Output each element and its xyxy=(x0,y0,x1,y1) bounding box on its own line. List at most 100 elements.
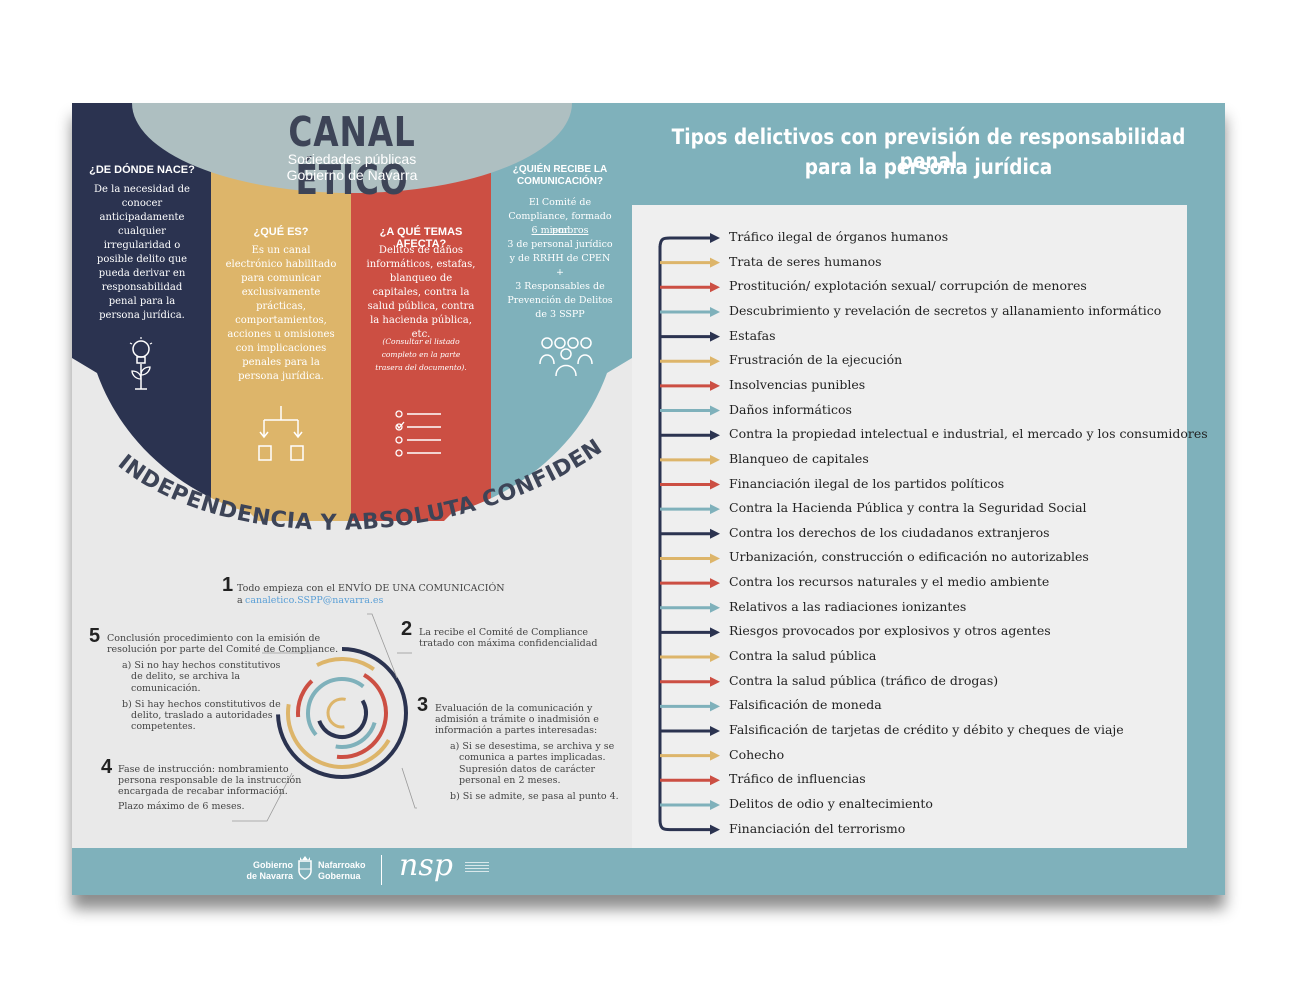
crime-arrow xyxy=(660,356,720,367)
step-connectors xyxy=(232,613,417,822)
column-title-what: ¿QUÉ ES? xyxy=(253,226,309,238)
gov-es-1: Gobierno xyxy=(253,860,293,870)
column-title-origin: ¿DE DÓNDE NACE? xyxy=(89,164,195,176)
step-3-a4: personal en 2 meses. xyxy=(459,775,561,786)
step-5-text-1: Conclusión procedimiento con la emisión … xyxy=(107,633,321,644)
column-text-who-d: + xyxy=(556,267,564,278)
crime-arrow xyxy=(658,819,720,835)
column-text-who-b: 6 miembros xyxy=(531,225,589,236)
crime-arrow xyxy=(658,233,720,249)
crimes-title-2: para la persona jurídica xyxy=(804,155,1053,179)
crime-item: Prostitución/ explotación sexual/ corrup… xyxy=(729,278,1087,294)
crime-arrow xyxy=(660,701,720,712)
crime-item: Tráfico ilegal de órganos humanos xyxy=(729,229,949,244)
crime-item: Riesgos provocados por explosivos y otro… xyxy=(729,623,1051,639)
step-4-text-3: encargada de recabar información. xyxy=(118,786,288,797)
svg-text:INDEPENDENCIA Y ABSOLUTA CONFI: INDEPENDENCIA Y ABSOLUTA CONFIDENCIALIDA… xyxy=(72,403,607,536)
step-3-a1: a) Si se desestima, se archiva y se xyxy=(450,741,615,752)
crime-item: Descubrimiento y revelación de secretos … xyxy=(729,302,1162,318)
nsp-logo: nsp xyxy=(399,848,453,883)
crime-item: Contra la Hacienda Pública y contra la S… xyxy=(729,500,1087,516)
page-title: CANAL ÉTICO xyxy=(288,108,416,204)
step-3-text-2: admisión a trámite o inadmisión e xyxy=(435,714,599,725)
column-text-who-e: 3 Responsables de Prevención de Delitos … xyxy=(507,281,613,320)
crime-item: Insolvencias punibles xyxy=(729,376,866,392)
column-text-what: Es un canal electrónico habilitado para … xyxy=(225,245,337,382)
crime-item: Falsificación de moneda xyxy=(729,697,882,713)
arc-text-graphic: INDEPENDENCIA Y ABSOLUTA CONFIDENCIALIDA… xyxy=(72,403,607,536)
step-4-number: 4 xyxy=(101,756,113,778)
arc-text: INDEPENDENCIA Y ABSOLUTA CONFIDENCIALIDA… xyxy=(72,403,607,536)
step-1-text: Todo empieza con el ENVÍO DE UNA COMUNIC… xyxy=(237,583,505,594)
crime-arrow xyxy=(660,750,720,761)
crime-item: Urbanización, construcción o edificación… xyxy=(729,549,1089,565)
crime-item: Estafas xyxy=(729,327,776,343)
step-5-b2: delito, traslado a autoridades xyxy=(131,710,273,721)
process-circles xyxy=(276,647,408,779)
nsp-logo-fineprint xyxy=(465,860,489,880)
gov-es-2: de Navarra xyxy=(246,871,293,881)
step-3-a3: Supresión datos de carácter xyxy=(459,764,596,775)
crime-item: Contra la salud pública (tráfico de drog… xyxy=(729,672,999,688)
flowchart-icon xyxy=(258,406,304,461)
step-2-text-2: tratado con máxima confidencialidad xyxy=(419,638,598,649)
group-icon xyxy=(539,337,593,377)
crime-arrows xyxy=(658,233,720,835)
crime-item: Cohecho xyxy=(729,746,785,762)
crime-arrow xyxy=(660,676,720,687)
crime-item: Blanqueo de capitales xyxy=(729,450,869,466)
crime-arrow xyxy=(660,479,720,490)
page-subtitle-1: Sociedades públicas xyxy=(287,151,417,167)
step-5-b3: competentes. xyxy=(131,721,196,732)
lightbulb-plant-icon xyxy=(129,337,153,390)
crimes-title-1: Tipos delictivos con previsión de respon… xyxy=(671,125,1186,173)
crime-item: Delitos de odio y enaltecimiento xyxy=(729,795,933,811)
crime-item: Frustración de la ejecución xyxy=(729,352,903,368)
poster: CANAL ÉTICO Sociedades públicas Gobierno… xyxy=(72,103,1225,895)
crime-arrow xyxy=(660,799,720,810)
step-1-email[interactable]: canaletico.SSPP@navarra.es xyxy=(245,595,384,606)
crime-item: Contra la propiedad intelectual e indust… xyxy=(729,426,1208,442)
crime-arrow xyxy=(660,380,720,391)
crime-arrow xyxy=(660,553,720,564)
crime-list-panel xyxy=(632,205,1187,848)
step-2-text-1: La recibe el Comité de Compliance xyxy=(419,627,589,638)
step-5-a1: a) Si no hay hechos constitutivos xyxy=(122,660,281,671)
column-title-who: ¿QUIÉN RECIBE LA COMUNICACIÓN? xyxy=(512,164,608,187)
crime-item: Daños informáticos xyxy=(729,401,852,417)
step-4-text-2: persona responsable de la instrucción xyxy=(118,775,302,786)
crime-arrow xyxy=(660,652,720,663)
crime-item: Tráfico de influencias xyxy=(729,771,866,787)
step-4-text-4: Plazo máximo de 6 meses. xyxy=(118,801,245,812)
crime-item: Financiación del terrorismo xyxy=(729,820,906,836)
crime-item: Contra los derechos de los ciudadanos ex… xyxy=(729,524,1050,540)
crime-item: Trata de seres humanos xyxy=(729,253,882,269)
column-title-topics: ¿A QUÉ TEMAS AFECTA? xyxy=(379,226,463,250)
crime-arrow xyxy=(660,282,720,293)
step-1-number: 1 xyxy=(222,574,234,596)
step-3-text-3: información a partes interesadas: xyxy=(435,725,598,736)
crime-arrow xyxy=(660,775,720,786)
crime-arrow xyxy=(660,504,720,515)
footer-divider xyxy=(381,855,382,885)
step-5-b1: b) Si hay hechos constitutivos de xyxy=(122,699,281,710)
crime-arrow xyxy=(660,454,720,465)
gov-eu-1: Nafarroako xyxy=(318,860,366,870)
crime-item: Contra la salud pública xyxy=(729,648,877,664)
step-3-number: 3 xyxy=(417,694,429,716)
step-2-number: 2 xyxy=(401,618,413,640)
crime-arrow xyxy=(660,627,720,638)
column-text-topics: Delitos de daños informáticos, estafas, … xyxy=(366,245,476,340)
crime-arrow xyxy=(660,257,720,268)
column-text-who-a: El Comité de Compliance, formado por xyxy=(508,197,612,236)
navarra-shield-icon xyxy=(298,856,312,880)
step-1-a: a xyxy=(237,595,243,606)
step-5-number: 5 xyxy=(89,625,101,647)
checklist-icon xyxy=(395,410,441,457)
step-3-b: b) Si se admite, se pasa al punto 4. xyxy=(450,791,619,802)
crime-arrow xyxy=(660,528,720,539)
footer-bar xyxy=(72,848,1225,895)
crime-item: Relativos a las radiaciones ionizantes xyxy=(729,598,967,614)
step-3-a2: comunica a partes implicadas. xyxy=(459,752,606,763)
step-5-text-2: resolución por parte del Comité de Compl… xyxy=(107,644,339,655)
